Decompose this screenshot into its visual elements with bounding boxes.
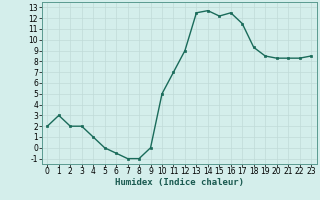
X-axis label: Humidex (Indice chaleur): Humidex (Indice chaleur): [115, 178, 244, 187]
